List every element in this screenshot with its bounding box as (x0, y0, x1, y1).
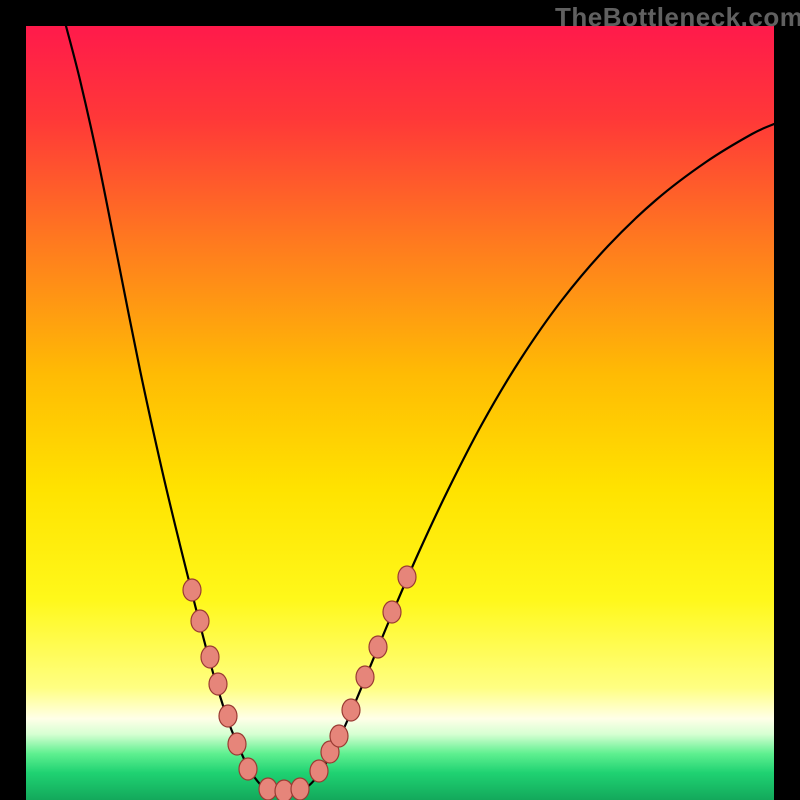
watermark-text: TheBottleneck.com (555, 2, 800, 33)
data-marker (291, 778, 309, 800)
data-marker (201, 646, 219, 668)
frame-right (774, 0, 800, 800)
data-marker (356, 666, 374, 688)
data-marker (259, 778, 277, 800)
data-marker (310, 760, 328, 782)
data-marker (398, 566, 416, 588)
data-marker (191, 610, 209, 632)
data-marker (239, 758, 257, 780)
data-marker (228, 733, 246, 755)
data-marker (342, 699, 360, 721)
data-marker (219, 705, 237, 727)
data-marker (183, 579, 201, 601)
frame-left (0, 0, 26, 800)
data-marker (209, 673, 227, 695)
data-marker (383, 601, 401, 623)
data-marker (369, 636, 387, 658)
gradient-background (26, 26, 774, 800)
bottleneck-chart (0, 0, 800, 800)
data-marker (275, 780, 293, 800)
data-marker (330, 725, 348, 747)
